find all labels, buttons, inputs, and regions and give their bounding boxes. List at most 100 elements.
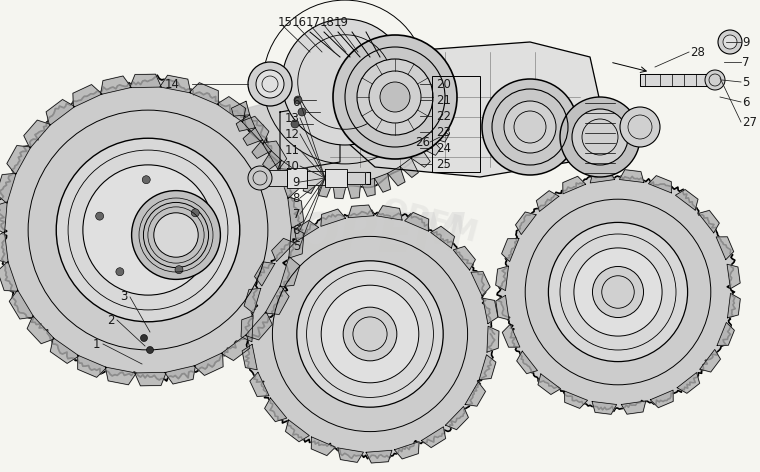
Text: 3: 3	[120, 290, 128, 303]
Text: 14: 14	[165, 77, 180, 91]
Text: 10: 10	[285, 160, 300, 172]
Polygon shape	[320, 42, 600, 177]
Ellipse shape	[282, 19, 408, 145]
Ellipse shape	[116, 268, 124, 276]
Polygon shape	[194, 353, 223, 375]
Polygon shape	[496, 295, 509, 320]
Polygon shape	[480, 355, 496, 379]
Polygon shape	[242, 116, 269, 144]
Ellipse shape	[380, 82, 410, 112]
Polygon shape	[287, 168, 307, 188]
Ellipse shape	[147, 346, 154, 354]
Text: 2: 2	[107, 313, 115, 327]
Polygon shape	[376, 206, 402, 220]
Text: OPEM: OPEM	[294, 210, 466, 262]
Polygon shape	[275, 160, 293, 180]
Polygon shape	[262, 141, 287, 170]
Ellipse shape	[344, 307, 397, 361]
Polygon shape	[431, 226, 454, 248]
Polygon shape	[244, 288, 261, 313]
Text: 6: 6	[293, 224, 300, 236]
Polygon shape	[245, 210, 495, 459]
Polygon shape	[243, 128, 262, 145]
Polygon shape	[453, 246, 476, 270]
Polygon shape	[400, 158, 418, 177]
Polygon shape	[640, 74, 710, 86]
Ellipse shape	[297, 261, 443, 407]
Polygon shape	[189, 83, 218, 105]
Polygon shape	[465, 382, 486, 406]
Polygon shape	[388, 167, 405, 186]
Ellipse shape	[56, 138, 239, 322]
Polygon shape	[288, 197, 304, 228]
Polygon shape	[348, 205, 374, 218]
Polygon shape	[265, 170, 287, 186]
Polygon shape	[677, 372, 700, 393]
Ellipse shape	[256, 70, 284, 98]
Polygon shape	[242, 345, 257, 370]
Polygon shape	[421, 137, 441, 155]
Polygon shape	[318, 179, 333, 197]
Polygon shape	[591, 170, 615, 183]
Polygon shape	[375, 173, 391, 192]
Polygon shape	[404, 212, 429, 231]
Polygon shape	[289, 169, 306, 188]
Polygon shape	[422, 427, 445, 447]
Polygon shape	[497, 172, 735, 411]
Polygon shape	[263, 151, 281, 170]
Polygon shape	[278, 169, 299, 198]
Text: 7: 7	[293, 208, 300, 220]
Polygon shape	[0, 173, 16, 203]
Text: 9: 9	[293, 176, 300, 188]
Polygon shape	[165, 365, 195, 384]
Text: OPEM: OPEM	[378, 195, 482, 249]
Polygon shape	[73, 84, 102, 107]
Polygon shape	[0, 75, 302, 381]
Ellipse shape	[83, 165, 213, 295]
Text: 22: 22	[436, 110, 451, 123]
Polygon shape	[727, 264, 740, 289]
Polygon shape	[217, 97, 245, 122]
Polygon shape	[280, 257, 300, 287]
Polygon shape	[50, 338, 79, 363]
Polygon shape	[0, 202, 8, 233]
Polygon shape	[312, 437, 335, 455]
Polygon shape	[221, 335, 250, 361]
Polygon shape	[716, 237, 733, 260]
Polygon shape	[241, 316, 253, 342]
Polygon shape	[502, 239, 519, 261]
Polygon shape	[160, 75, 191, 93]
Polygon shape	[9, 290, 33, 319]
Polygon shape	[717, 322, 734, 346]
Polygon shape	[232, 101, 250, 116]
Polygon shape	[255, 262, 275, 286]
Ellipse shape	[154, 213, 198, 257]
Ellipse shape	[298, 108, 306, 116]
Text: 5: 5	[742, 76, 749, 89]
Text: 26: 26	[415, 135, 430, 149]
Text: 17: 17	[306, 16, 321, 28]
Polygon shape	[622, 401, 646, 414]
Text: 12: 12	[285, 127, 300, 141]
Polygon shape	[429, 125, 449, 142]
Polygon shape	[46, 100, 74, 126]
Ellipse shape	[248, 166, 272, 190]
Polygon shape	[563, 177, 586, 194]
Polygon shape	[289, 227, 304, 258]
Ellipse shape	[142, 176, 150, 184]
Polygon shape	[700, 349, 720, 372]
Polygon shape	[0, 232, 8, 263]
Polygon shape	[347, 172, 365, 184]
Text: 19: 19	[334, 16, 349, 28]
Polygon shape	[24, 120, 51, 148]
Ellipse shape	[141, 335, 147, 342]
Text: 23: 23	[436, 126, 451, 138]
Text: 7: 7	[742, 56, 749, 68]
Polygon shape	[255, 172, 370, 184]
Polygon shape	[411, 148, 430, 167]
Polygon shape	[0, 261, 18, 291]
Polygon shape	[394, 442, 419, 459]
Polygon shape	[106, 367, 136, 385]
Polygon shape	[727, 294, 740, 318]
Polygon shape	[252, 140, 271, 159]
